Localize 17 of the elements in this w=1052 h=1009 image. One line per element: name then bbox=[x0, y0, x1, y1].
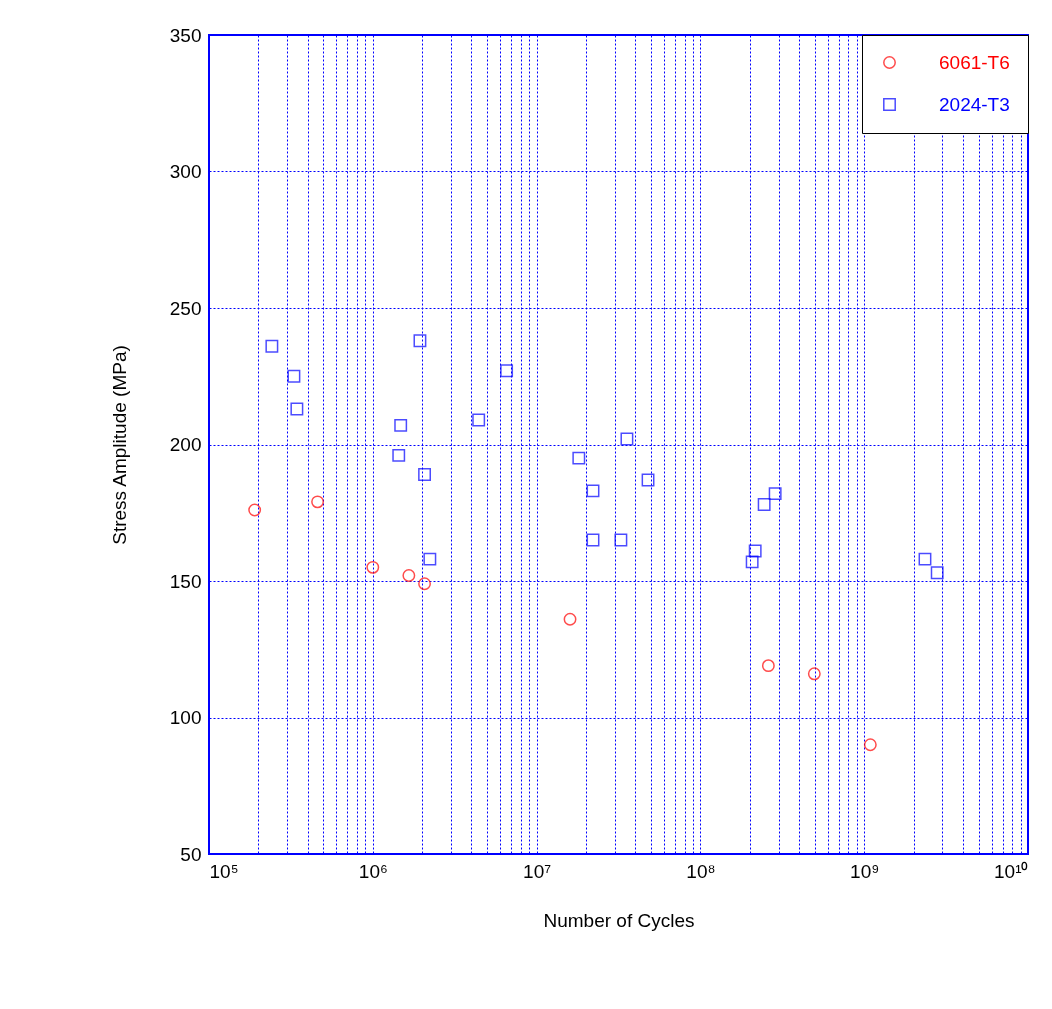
legend-label: 6061-T6 bbox=[939, 51, 1010, 73]
x-tick-label: 10⁵ bbox=[209, 860, 239, 882]
y-tick-label: 50 bbox=[180, 843, 202, 865]
y-tick-label: 200 bbox=[169, 434, 202, 455]
x-tick-label: 10¹⁰ bbox=[994, 860, 1029, 882]
x-tick-label: 10⁸ bbox=[686, 860, 716, 882]
x-tick-label: 10⁷ bbox=[523, 860, 552, 882]
y-tick-label: 350 bbox=[169, 24, 202, 46]
x-tick-label: 10⁹ bbox=[850, 860, 880, 882]
y-tick-label: 250 bbox=[169, 297, 202, 319]
legend-label: 2024-T3 bbox=[939, 93, 1010, 115]
y-axis-title: Stress Amplitude (MPa) bbox=[108, 345, 130, 545]
x-axis-title: Number of Cycles bbox=[543, 909, 695, 931]
y-tick-label: 300 bbox=[169, 161, 202, 182]
y-tick-label: 150 bbox=[169, 570, 202, 592]
x-tick-label: 10⁶ bbox=[358, 860, 388, 882]
y-tick-label: 100 bbox=[169, 707, 202, 728]
